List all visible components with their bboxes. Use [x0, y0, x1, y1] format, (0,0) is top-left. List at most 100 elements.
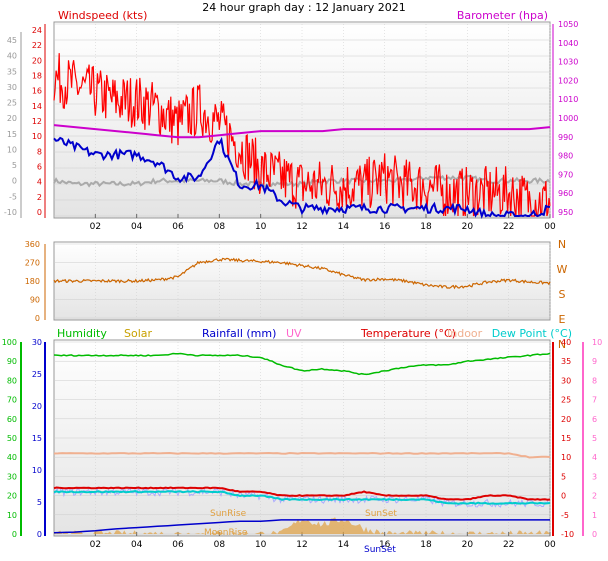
legend-temperature: Temperature (°C) [360, 327, 456, 340]
legend-indoor: Indoor [447, 327, 483, 340]
wind-direction-line [53, 257, 551, 290]
barometer-line [53, 124, 551, 139]
uv-tick-4: 4 [592, 453, 597, 462]
temp-outer-tick-11: 45 [7, 36, 17, 45]
windspeed-axis-label: Windspeed (kts) [58, 9, 147, 22]
legend-dewpoint: Dew Point (°C) [492, 327, 572, 340]
wind-tick-5: 10 [32, 132, 42, 141]
temp-tick-3: 5 [561, 472, 566, 481]
rain-tick-1: 5 [37, 498, 42, 507]
p1-x-label-3: 08 [214, 222, 226, 232]
temp-outer-tick-2: 0 [12, 177, 17, 186]
panel-wind-barometer: Windspeed (kts) Barometer (hpa) -10 -5 0 5 1… [4, 9, 578, 232]
temp-outer-tick-10: 40 [7, 52, 17, 61]
humidity-tick-0: 0 [12, 530, 17, 539]
wind-tick-10: 20 [32, 56, 42, 65]
humidity-tick-1: 10 [7, 511, 17, 520]
temp-outer-tick-1: -5 [9, 192, 17, 201]
p1-x-label-0: 02 [90, 222, 101, 232]
p1-x-label-10: 22 [503, 222, 514, 232]
panel3-x-ticks: 02 04 06 08 10 12 14 16 18 20 22 00 [90, 532, 556, 550]
panel1-right-ticks: 950 960 970 980 990 1000 1010 1020 1030 1040 1050 [558, 20, 578, 217]
panel3-temp-ticks: -10 -5 0 5 10 15 20 25 30 35 40 [561, 338, 574, 539]
compass-1: W [557, 263, 568, 276]
compass-4: N [558, 338, 566, 351]
wind-tick-1: 2 [37, 193, 42, 202]
p3-x-label-3: 08 [214, 540, 226, 550]
dir-tick-1: 90 [30, 296, 40, 305]
panel-temperature-humidity: Humidity Solar Rainfall (mm) UV Temperat… [2, 327, 602, 555]
wind-tick-11: 22 [32, 41, 42, 50]
dir-tick-3: 270 [25, 259, 40, 268]
panel1-series [53, 53, 551, 220]
panel3-humidity-ticks: 0 10 20 30 40 50 60 70 80 90 100 [2, 338, 17, 539]
baro-tick-4: 990 [558, 133, 573, 142]
humidity-tick-4: 40 [7, 453, 17, 462]
uv-tick-5: 5 [592, 434, 597, 443]
wind-tick-0: 0 [37, 208, 42, 217]
temp-tick-7: 25 [561, 396, 571, 405]
p3-x-label-7: 16 [379, 540, 391, 550]
p1-x-label-6: 14 [338, 222, 350, 232]
panel3-uv-ticks: 0 1 2 3 4 5 6 7 8 9 10 [592, 338, 602, 539]
p3-x-label-11: 00 [544, 540, 556, 550]
rain-tick-6: 30 [32, 338, 42, 347]
dewpoint-line [53, 490, 551, 505]
temp-tick-6: 20 [561, 415, 571, 424]
baro-tick-10: 1050 [558, 20, 578, 29]
baro-tick-5: 1000 [558, 114, 578, 123]
sunset-bottom-label: SunSet [364, 545, 396, 555]
temp-outer-tick-6: 20 [7, 114, 17, 123]
page-title: 24 hour graph day : 12 January 2021 [202, 1, 406, 14]
p3-x-label-6: 14 [338, 540, 350, 550]
temp-outer-tick-8: 30 [7, 83, 17, 92]
dir-tick-2: 180 [25, 277, 40, 286]
panel2-series [53, 257, 551, 290]
temp-tick-2: 0 [561, 492, 566, 501]
legend-solar: Solar [124, 327, 153, 340]
uv-tick-3: 3 [592, 472, 597, 481]
wind-tick-2: 4 [37, 178, 42, 187]
temp-tick-5: 15 [561, 434, 571, 443]
baro-tick-8: 1030 [558, 58, 578, 67]
p1-x-label-7: 16 [379, 222, 391, 232]
temp-outer-tick-0: -10 [4, 208, 17, 217]
temp-outer-tick-5: 15 [7, 130, 17, 139]
wind-tick-8: 16 [32, 87, 42, 96]
p3-x-label-10: 22 [503, 540, 514, 550]
uv-tick-8: 8 [592, 376, 597, 385]
sunrise-label: SunRise [210, 509, 247, 519]
panel1-outer-left-ticks: -10 -5 0 5 10 15 20 25 30 35 40 45 [4, 36, 17, 217]
rain-tick-4: 20 [32, 402, 42, 411]
compass-3: E [559, 313, 566, 326]
p3-x-label-0: 02 [90, 540, 101, 550]
wind-tick-9: 18 [32, 72, 42, 81]
temp-tick-8: 30 [561, 376, 571, 385]
temperature-line [53, 486, 551, 501]
rain-tick-3: 15 [32, 434, 42, 443]
legend-rainfall: Rainfall (mm) [202, 327, 276, 340]
uv-tick-1: 1 [592, 511, 597, 520]
compass-0: N [558, 238, 566, 251]
wind-tick-6: 12 [32, 117, 42, 126]
baro-tick-3: 980 [558, 152, 573, 161]
sunset-label: SunSet [365, 509, 397, 519]
wind-tick-4: 8 [37, 147, 42, 156]
p3-x-label-1: 04 [131, 540, 143, 550]
humidity-tick-9: 90 [7, 357, 17, 366]
humidity-tick-8: 80 [7, 376, 17, 385]
humidity-line [53, 352, 551, 376]
baro-tick-1: 960 [558, 189, 573, 198]
p1-x-label-1: 04 [131, 222, 143, 232]
dir-tick-0: 0 [35, 314, 40, 323]
legend-uv: UV [286, 327, 302, 340]
panel3-gridlines [54, 341, 551, 535]
uv-tick-9: 9 [592, 357, 597, 366]
compass-2: S [559, 288, 566, 301]
humidity-tick-3: 30 [7, 472, 17, 481]
temp-outer-tick-3: 5 [12, 161, 17, 170]
temp-tick-1: -5 [561, 511, 569, 520]
uv-tick-2: 2 [592, 492, 597, 501]
windchill-line [53, 486, 551, 508]
